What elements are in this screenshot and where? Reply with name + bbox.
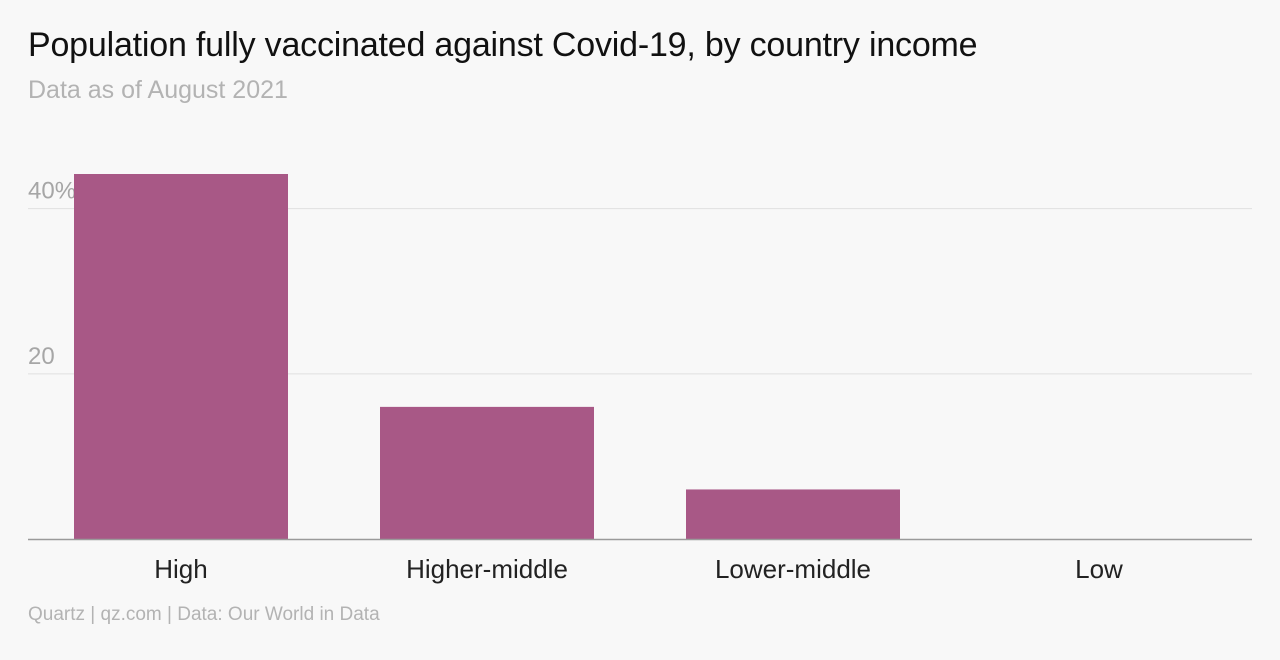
bars xyxy=(74,174,900,539)
chart-subtitle: Data as of August 2021 xyxy=(28,76,288,104)
y-tick-label: 20 xyxy=(28,343,55,370)
x-tick-label: Higher-middle xyxy=(406,554,568,584)
y-tick-label: 40% xyxy=(28,178,76,205)
y-axis-ticks: 20 40% xyxy=(28,178,76,370)
bar-higher-middle xyxy=(380,406,594,539)
x-axis-labels: High Higher-middle Lower-middle Low xyxy=(154,554,1123,584)
x-tick-label: High xyxy=(154,554,207,584)
chart-title: Population fully vaccinated against Covi… xyxy=(28,26,978,64)
bar-high xyxy=(74,174,288,539)
source-footer: Quartz | qz.com | Data: Our World in Dat… xyxy=(28,604,380,625)
bar-lower-middle xyxy=(686,489,900,539)
x-tick-label: Low xyxy=(1075,554,1123,584)
x-tick-label: Lower-middle xyxy=(715,554,871,584)
